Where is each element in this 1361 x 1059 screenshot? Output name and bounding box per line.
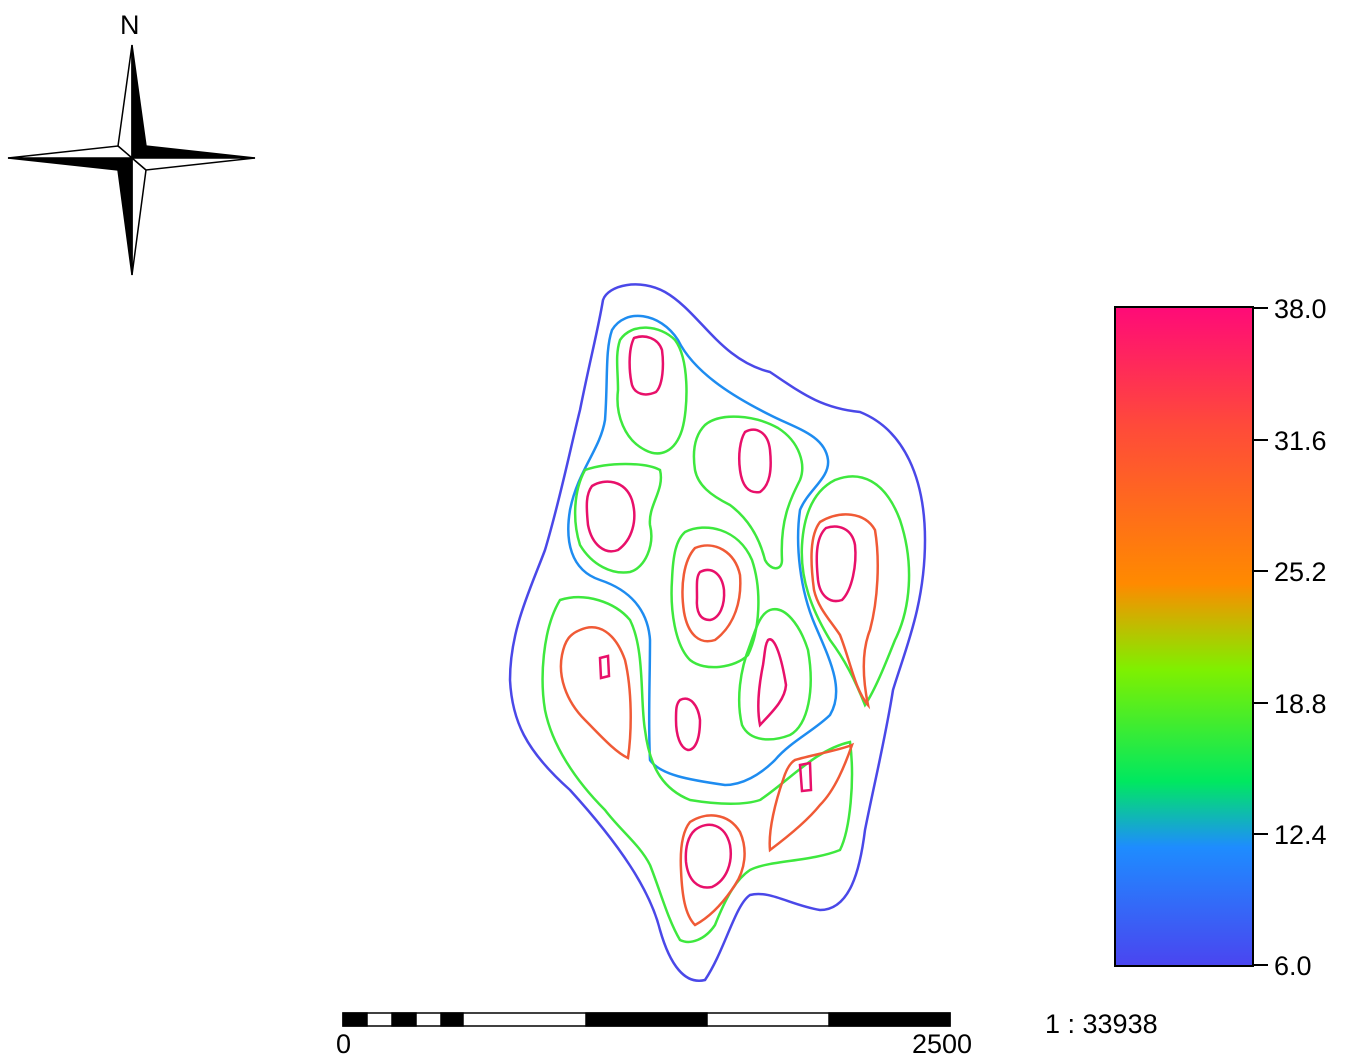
contour-level-3-e (800, 475, 911, 708)
legend (1114, 306, 1268, 967)
scale-bar-end-label: 2500 (912, 1029, 973, 1059)
contour-level-3-d (670, 526, 760, 669)
contour-level-4-c (810, 513, 879, 710)
legend-tick-label: 18.8 (1274, 689, 1327, 719)
contour-level-3-f (737, 607, 812, 741)
legend-color-bar (1114, 306, 1254, 967)
contour-level-2 (567, 314, 838, 787)
contour-level-4-b (681, 544, 742, 643)
contour-level-5-f (757, 638, 788, 728)
contour-level-3-g (541, 596, 854, 944)
contour-level-5-e (815, 525, 857, 603)
contour-level-4-e (679, 814, 746, 927)
contour-level-5-c (585, 480, 636, 553)
north-arrow-compass-icon (7, 44, 256, 276)
contour-level-5-g (674, 697, 702, 752)
legend-tick-label: 25.2 (1274, 557, 1327, 587)
legend-tick-label: 31.6 (1274, 426, 1327, 456)
contour-level-5-i (798, 761, 813, 793)
contour-level-4-a (559, 626, 632, 760)
contour-level-5-a (628, 335, 665, 396)
contour-outer (508, 283, 927, 983)
scale-bar (342, 1012, 951, 1027)
contour-level-3-b (692, 415, 804, 570)
legend-tick-label: 12.4 (1274, 820, 1327, 850)
contour-level-5-b (737, 428, 772, 494)
north-label: N (120, 10, 140, 40)
contour-map (508, 283, 927, 983)
contour-level-4-d (768, 742, 855, 853)
contour-level-5-j (684, 823, 732, 889)
contour-level-3-c (573, 462, 663, 574)
contour-level-5-h (598, 654, 611, 680)
contour-level-5-d (695, 568, 726, 622)
legend-tick-label: 6.0 (1274, 951, 1312, 981)
legend-tick-label: 38.0 (1274, 294, 1327, 324)
scale-ratio-label: 1 : 33938 (1045, 1009, 1158, 1039)
scale-bar-start-label: 0 (336, 1029, 352, 1059)
contour-level-3-a (615, 326, 688, 455)
